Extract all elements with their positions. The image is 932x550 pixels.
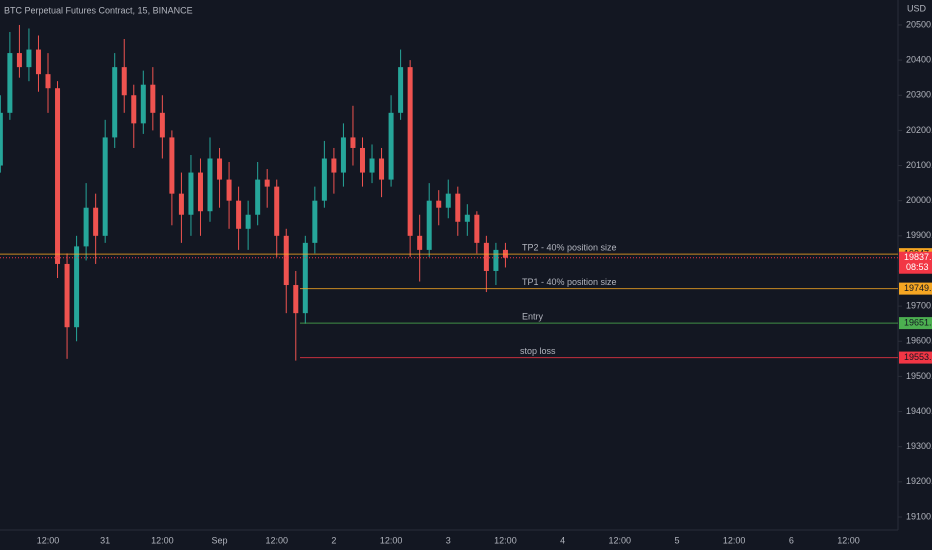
level-label: TP1 - 40% position size [522,277,617,287]
level-tag [899,317,932,330]
candle-body [93,207,99,236]
x-tick-label: 12:00 [494,535,517,545]
candle-body [207,158,213,212]
y-tick-label: 19700.0 [906,300,932,310]
candle-body [417,235,423,250]
y-tick-label: 19100.0 [906,511,932,521]
last-price-tag [899,251,932,274]
x-tick-label: 2 [331,535,336,545]
candle-body [464,214,470,222]
candle-body [16,53,22,68]
y-tick-label: 20000.0 [906,195,932,205]
y-tick-label: 19900.0 [906,230,932,240]
candle-body [112,67,118,138]
candle-body [483,242,489,271]
level-tag-label: 19749.8 [904,283,932,293]
candle-body [302,242,308,314]
level-tag [899,282,932,295]
candle-body [369,158,375,173]
candle-body [426,200,432,250]
x-tick-label: 12:00 [380,535,403,545]
candle-body [436,200,442,208]
x-tick-label: 12:00 [723,535,746,545]
candle-body [445,193,451,208]
x-tick-label: 31 [100,535,110,545]
candle-body [350,137,356,148]
candle-body [159,112,165,138]
candle-body [264,179,270,187]
candle-body [340,137,346,173]
level-label: stop loss [520,346,556,356]
countdown-label: 08:53 [906,262,929,272]
y-tick-label: 19400.0 [906,406,932,416]
candle-body [55,88,61,264]
x-tick-label: 12:00 [837,535,860,545]
y-tick-label: 20300.0 [906,90,932,100]
candle-body [131,95,137,124]
candle-body [35,49,41,75]
candle-body [197,172,203,212]
candle-body [178,193,184,215]
level-tag [899,351,932,364]
candle-body [102,137,108,236]
candle-body [407,67,413,236]
candle-body [493,249,499,271]
y-tick-label: 19300.0 [906,441,932,451]
chart-title: BTC Perpetual Futures Contract, 15, BINA… [4,5,193,15]
candle-body [236,200,242,229]
candle-body [64,263,70,328]
candle-body [359,147,365,173]
candle-body [321,158,327,201]
candle-body [226,179,232,201]
candle-body [121,67,127,96]
candle-body [245,214,251,229]
x-tick-label: 3 [446,535,451,545]
candle-body [188,172,194,215]
candle-body [293,285,299,314]
y-tick-label: 20200.0 [906,125,932,135]
x-tick-label: 4 [560,535,565,545]
candle-body [7,53,13,113]
level-label: TP2 - 40% position size [522,243,617,253]
last-price-label: 19837.7 [904,252,932,262]
level-tag-label: 19553.6 [904,352,932,362]
x-tick-label: 12:00 [609,535,632,545]
candle-body [0,112,3,166]
candle-body [83,207,89,247]
candle-body [26,49,32,68]
candle-body [379,158,385,180]
candle-body [455,193,461,222]
candle-body [331,158,337,173]
candle-body [150,84,156,113]
candle-body [74,246,80,328]
x-tick-label: 12:00 [151,535,174,545]
candle-body [274,186,280,236]
candle-body [217,158,223,180]
candle-body [283,235,289,286]
x-tick-label: 12:00 [265,535,288,545]
x-tick-label: Sep [212,535,228,545]
candle-body [312,200,318,243]
y-tick-label: 20500.0 [906,19,932,29]
candle-body [169,137,175,194]
y-tick-label: 20100.0 [906,160,932,170]
candle-body [388,112,394,180]
level-tag-label: 19651.7 [904,317,932,327]
candle-body [255,179,261,215]
y-tick-label: 20400.0 [906,54,932,64]
y-tick-label: 19600.0 [906,336,932,346]
x-tick-label: 6 [789,535,794,545]
y-tick-label: 19500.0 [906,371,932,381]
x-tick-label: 5 [674,535,679,545]
candle-body [474,214,480,243]
y-tick-label: 19200.0 [906,476,932,486]
candle-body [140,84,146,124]
level-label: Entry [522,311,544,321]
candle-body [45,74,51,89]
x-tick-label: 12:00 [37,535,60,545]
y-axis-label: USD [907,3,927,13]
candle-body [398,67,404,113]
